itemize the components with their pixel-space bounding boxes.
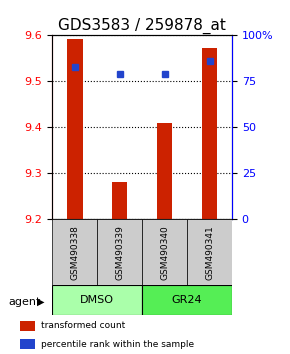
Text: transformed count: transformed count [41,321,126,331]
Bar [142,219,187,285]
Text: GSM490338: GSM490338 [70,225,79,280]
Bar [20,339,35,349]
Bar [142,285,232,315]
Text: DMSO: DMSO [80,295,114,305]
Bar [52,285,142,315]
Bar [67,39,83,219]
Bar [52,219,97,285]
Bar [157,123,173,219]
Bar [202,48,218,219]
Bar [97,219,142,285]
Text: agent: agent [9,297,41,307]
Title: GDS3583 / 259878_at: GDS3583 / 259878_at [58,18,226,34]
Text: ▶: ▶ [37,297,45,307]
Bar [187,219,232,285]
Text: GSM490339: GSM490339 [115,225,124,280]
Text: GSM490341: GSM490341 [205,225,214,280]
Bar [112,182,128,219]
Bar [20,321,35,331]
Text: GSM490340: GSM490340 [160,225,169,280]
Text: GR24: GR24 [172,295,202,305]
Text: percentile rank within the sample: percentile rank within the sample [41,339,194,349]
